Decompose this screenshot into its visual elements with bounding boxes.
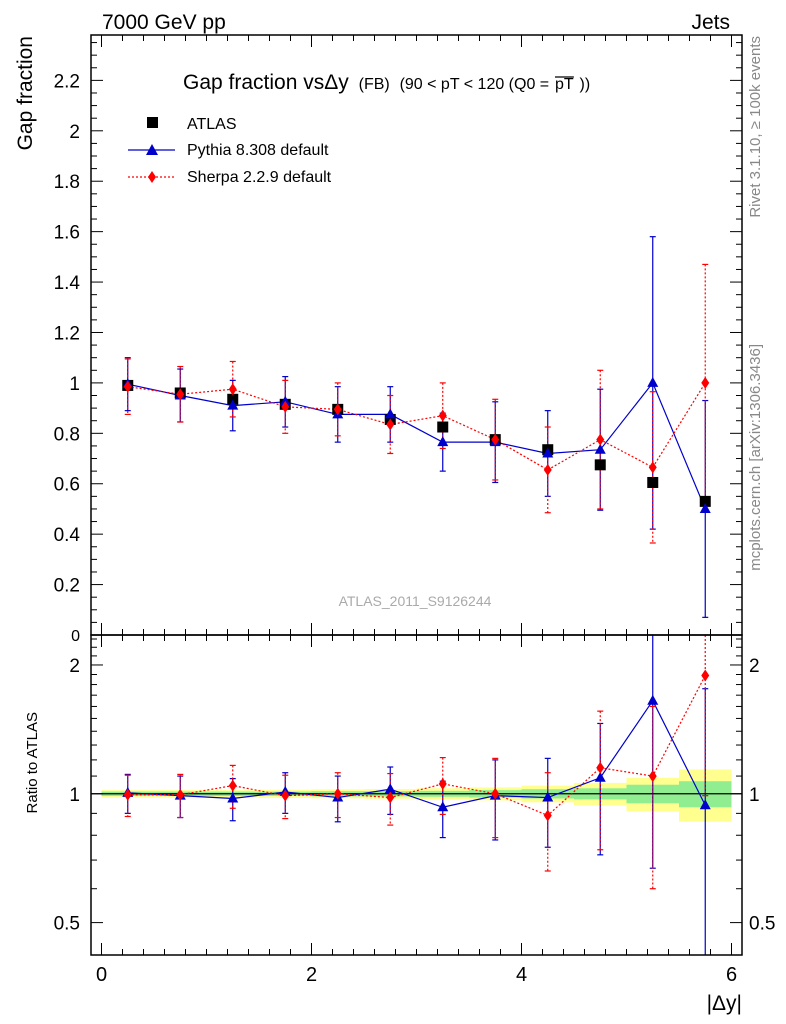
legend-pythia-label: Pythia 8.308 default [187,142,329,159]
sherpa-ratio-point-2 [228,779,237,792]
rivet-version-label: Rivet 3.1.10, ≥ 100k events [747,36,764,218]
pythia-ratio-point-6 [437,801,449,812]
sherpa-main-point-10 [648,461,657,474]
pythia-ratio-point-2 [227,792,239,803]
sherpa-ratio-point-11 [701,669,710,682]
ratio-ytick-label-right-2: 2 [749,656,760,677]
sherpa-main-point-11 [701,376,710,389]
sherpa-ratio-point-3 [281,789,290,802]
pythia-main-point-5 [384,408,396,419]
pythia-main-point-3 [279,395,291,406]
atlas-point-2 [227,393,239,405]
atlas-point-6 [437,421,449,433]
sherpa-main-point-3 [281,400,290,413]
y-axis-label: Gap fraction [14,36,37,150]
legend-sherpa-label: Sherpa 2.2.9 default [187,169,332,186]
legend-atlas-label: ATLAS [187,116,237,133]
sherpa-main-point-6 [438,409,447,422]
pythia-ratio-point-11 [699,799,711,810]
main-ytick-label-1: 0.4 [54,525,81,546]
ratio-ytick-label-right-1: 1 [749,785,760,806]
atlas-point-11 [699,495,711,507]
sherpa-ratio-point-4 [333,787,342,800]
atlas-point-10 [647,476,659,488]
sherpa-ratio-point-8 [543,809,552,822]
main-ytick-label-5: 1.2 [54,323,80,344]
sherpa-ratio-point-7 [491,787,500,800]
pythia-main-point-8 [542,447,554,458]
title-cut: (90 < pT < 120 (Q0 = [400,76,550,93]
sherpa-main-point-4 [333,403,342,416]
title-main: Gap fraction vsΔy [183,71,349,94]
xtick-label-0: 0 [96,964,107,986]
pythia-ratio-point-10 [647,694,659,705]
analysis-watermark: ATLAS_2011_S9126244 [339,593,492,609]
sherpa-main-point-0 [123,380,132,393]
ratio-ytick-label-left-1: 1 [69,785,80,806]
xtick-label-3: 6 [726,964,737,986]
main-ytick-label-9: 2 [69,122,80,143]
sherpa-main-point-9 [596,433,605,446]
pythia-ratio-point-9 [594,771,606,782]
x-axis-label: |Δy| [707,992,742,1015]
process-label: Jets [691,11,730,34]
main-ytick-label-3: 0.8 [54,424,80,445]
sherpa-main-point-1 [176,388,185,401]
sherpa-ratio-point-6 [438,777,447,790]
pythia-main-point-10 [647,376,659,387]
main-ytick-label-6: 1.4 [54,273,81,294]
pythia-main-point-2 [227,399,239,410]
title-end: )) [580,76,591,93]
main-ytick-label-8: 1.8 [54,172,80,193]
title-overline: pT [555,76,574,93]
main-ytick-label-0: 0.2 [54,576,80,597]
main-ytick-label-7: 1.6 [54,223,80,244]
xtick-label-1: 2 [306,964,317,986]
xtick-label-2: 4 [516,964,527,986]
pythia-main-point-6 [437,436,449,447]
main-ytick-label-zero: 0 [71,628,80,645]
legend-sherpa-marker [148,171,156,183]
sherpa-main-point-8 [543,463,552,476]
pythia-ratio-point-8 [542,791,554,802]
sherpa-ratio-line [127,675,706,817]
legend-pythia-marker [146,144,158,155]
legend-atlas-marker [147,117,158,128]
sherpa-main-point-2 [228,383,237,396]
sherpa-ratio-point-1 [176,788,185,801]
ratio-y-axis-label: Ratio to ATLAS [24,712,41,813]
chart-title: Gap fraction vsΔy (FB) (90 < pT < 120 (Q… [183,71,590,94]
pythia-ratio-point-5 [384,783,396,794]
mcplots-reference-label: mcplots.cern.ch [arXiv:1306.3436] [747,344,764,571]
main-ytick-label-10: 2.2 [54,71,80,92]
axes-layer: 0.2 0.4 0.6 0.8 1 1.2 1.4 1.6 1.8 2 2.2 0 0 2 4 6 0.5 0.5… [54,34,775,986]
sherpa-ratio-point-9 [596,761,605,774]
pythia-ratio-line [127,699,706,808]
beam-energy-label: 7000 GeV pp [102,11,226,34]
sherpa-ratio-point-5 [386,791,395,804]
title-small: (FB) [359,76,390,93]
ratio-ytick-label-right-0: 0.5 [749,914,775,935]
sherpa-main-point-7 [491,433,500,446]
pythia-main-line [127,381,706,510]
main-ytick-label-4: 1 [69,374,80,395]
pythia-main-point-9 [594,443,606,454]
ratio-ytick-label-left-2: 2 [69,656,80,677]
data-marks-layer [122,236,711,955]
atlas-point-9 [594,459,606,471]
sherpa-main-point-5 [386,418,395,431]
sherpa-ratio-point-10 [648,770,657,783]
main-ytick-label-2: 0.6 [54,475,80,496]
ratio-ytick-label-left-0: 0.5 [54,914,80,935]
sherpa-ratio-point-0 [123,788,132,801]
legend: ATLAS Pythia 8.308 default Sherpa 2.2.9 … [128,116,332,186]
sherpa-main-line [127,382,706,471]
pythia-main-point-11 [699,502,711,513]
